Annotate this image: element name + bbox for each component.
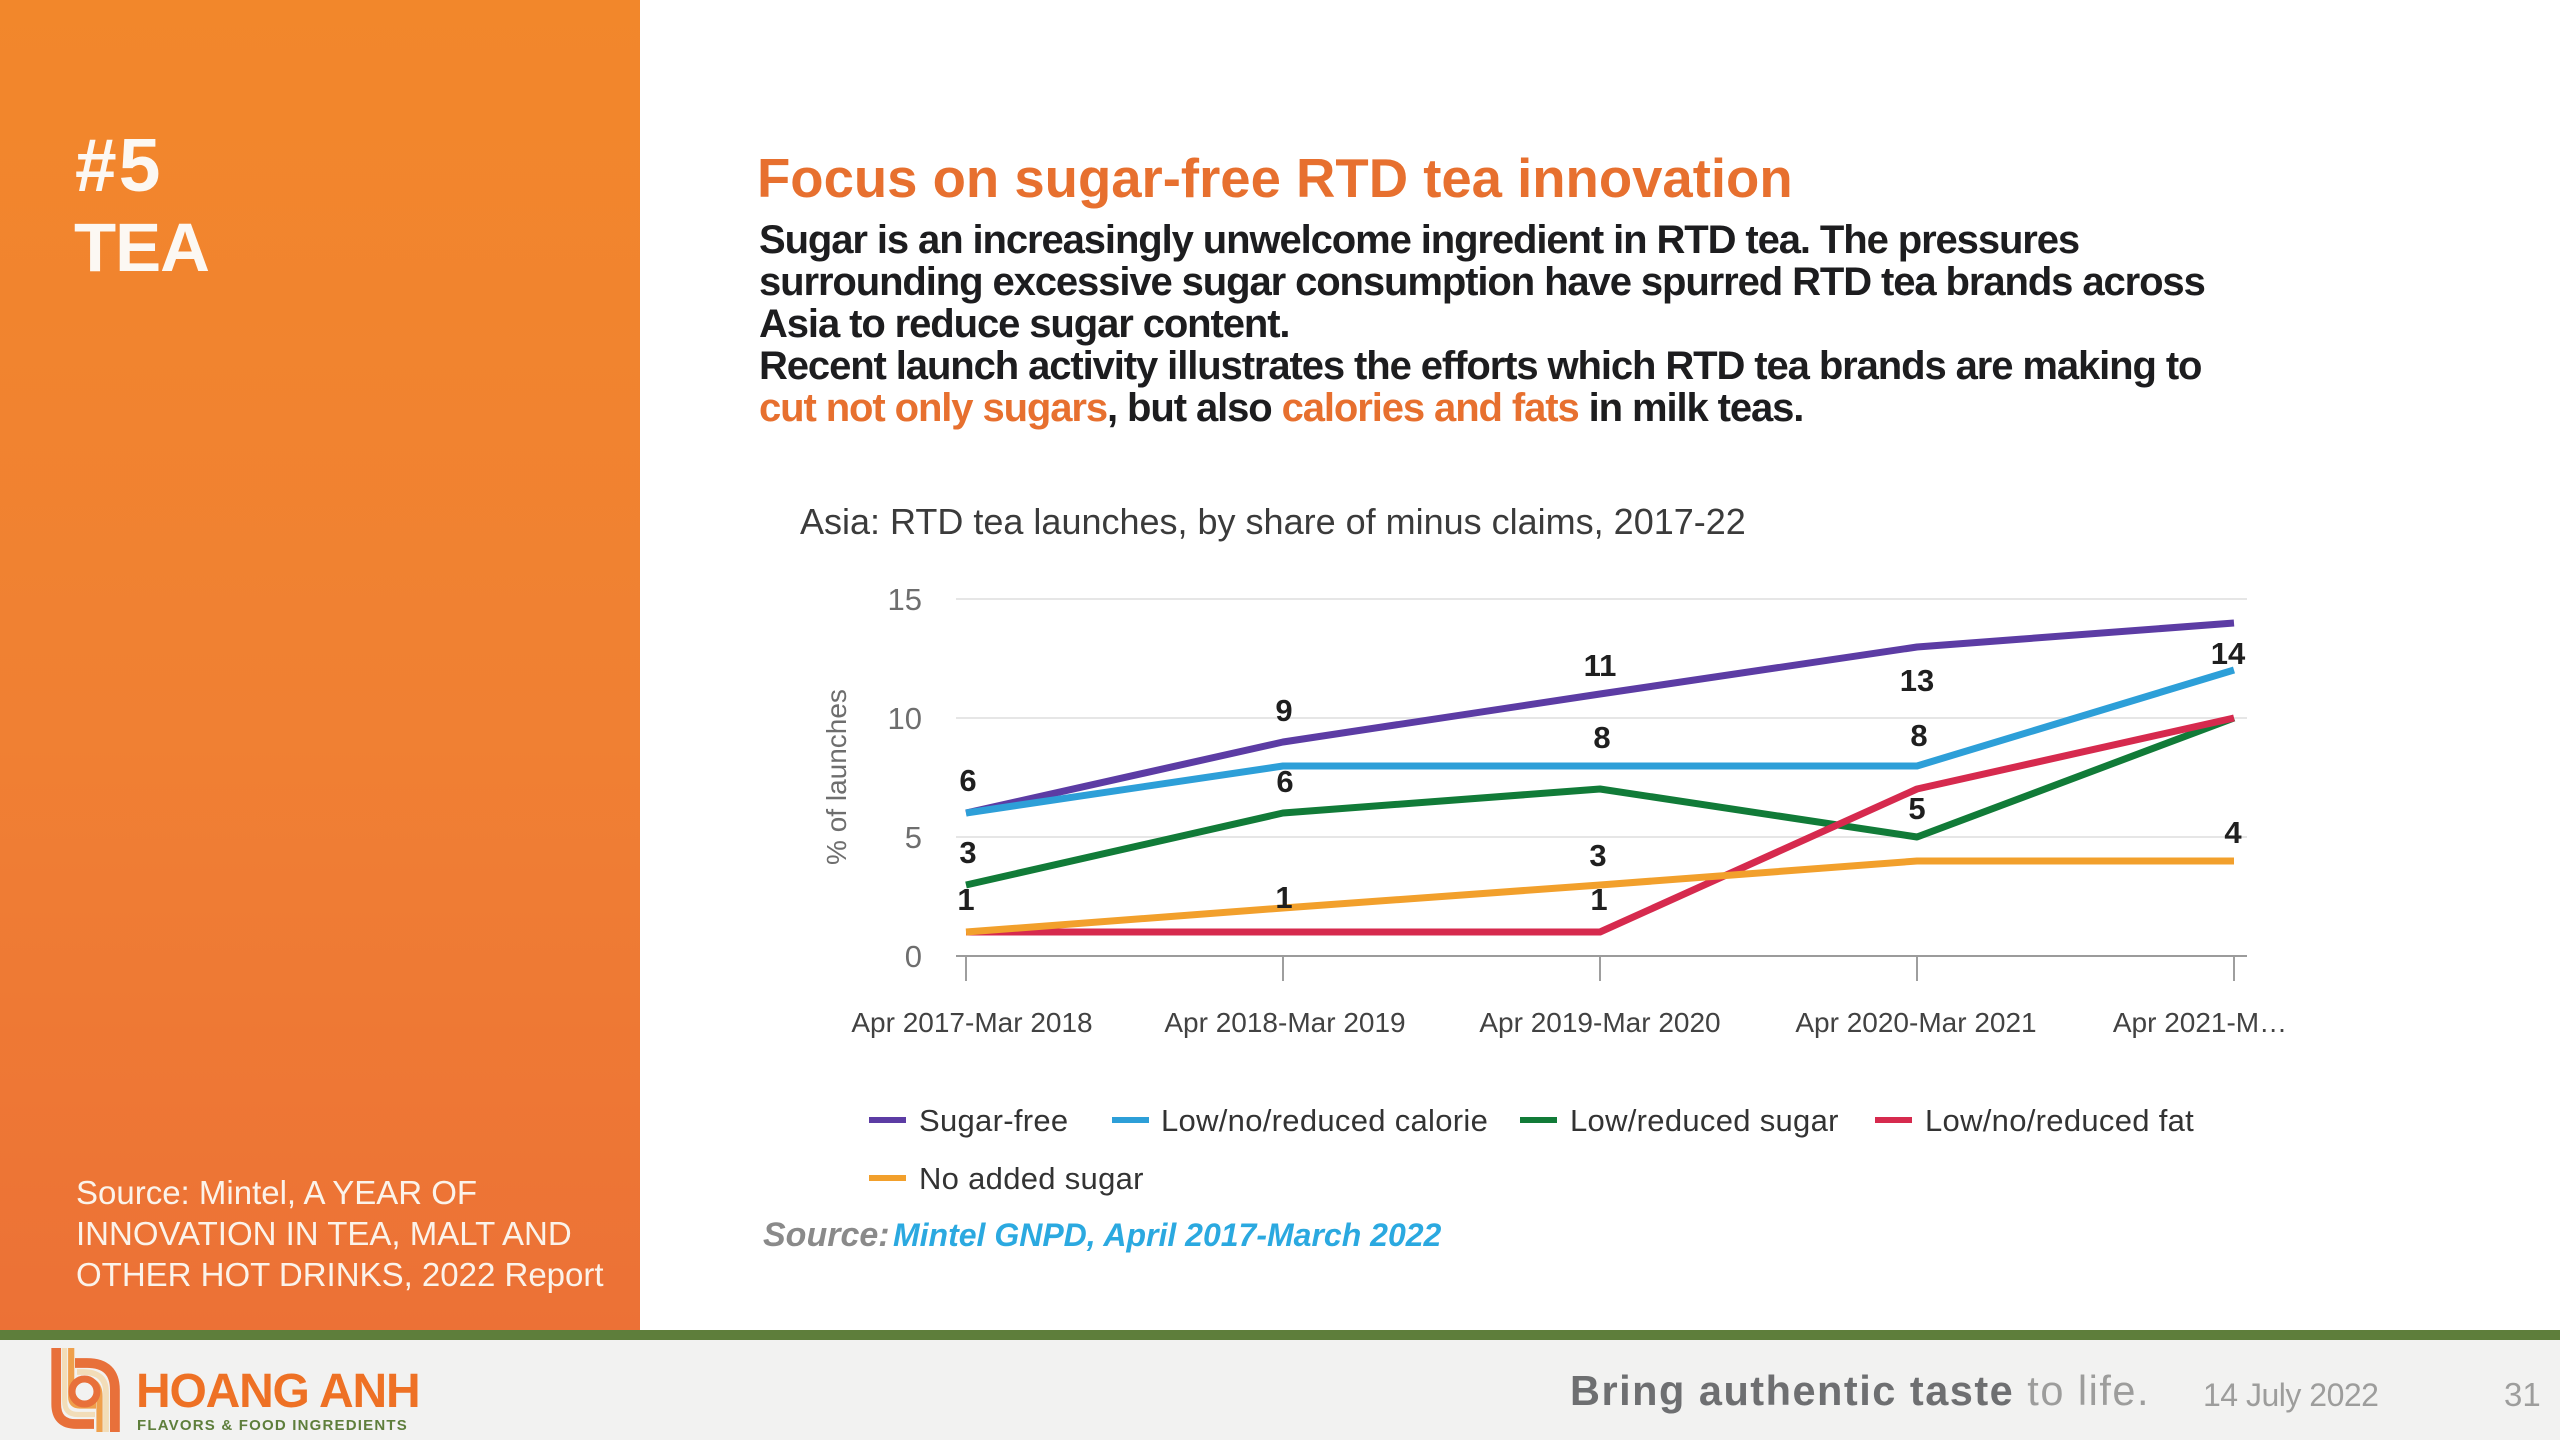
svg-text:14: 14 bbox=[2211, 636, 2246, 671]
svg-text:Apr 2017-Mar 2018: Apr 2017-Mar 2018 bbox=[851, 1007, 1092, 1038]
svg-text:Low/no/reduced fat: Low/no/reduced fat bbox=[1925, 1103, 2194, 1138]
svg-text:1: 1 bbox=[957, 882, 974, 917]
svg-text:Sugar-free: Sugar-free bbox=[919, 1103, 1068, 1138]
svg-text:Asia: RTD tea launches, by sha: Asia: RTD tea launches, by share of minu… bbox=[800, 501, 1746, 542]
svg-text:1: 1 bbox=[1590, 882, 1607, 917]
svg-text:11: 11 bbox=[1584, 648, 1617, 683]
svg-text:% of launches: % of launches bbox=[821, 689, 852, 865]
svg-text:Apr 2018-Mar 2019: Apr 2018-Mar 2019 bbox=[1164, 1007, 1405, 1038]
svg-text:6: 6 bbox=[1276, 764, 1293, 799]
svg-text:Apr 2020-Mar 2021: Apr 2020-Mar 2021 bbox=[1795, 1007, 2036, 1038]
svg-text:8: 8 bbox=[1593, 720, 1610, 755]
svg-text:Low/reduced sugar: Low/reduced sugar bbox=[1570, 1103, 1839, 1138]
svg-text:3: 3 bbox=[1589, 838, 1606, 873]
svg-text:1: 1 bbox=[1275, 880, 1292, 915]
svg-text:10: 10 bbox=[888, 701, 922, 736]
svg-text:No added sugar: No added sugar bbox=[919, 1161, 1144, 1196]
svg-text:5: 5 bbox=[1908, 791, 1925, 826]
svg-text:Mintel GNPD, April 2017-March: Mintel GNPD, April 2017-March 2022 bbox=[893, 1217, 1442, 1253]
svg-text:Source:: Source: bbox=[763, 1216, 890, 1254]
svg-text:Apr 2021-M…: Apr 2021-M… bbox=[2113, 1007, 2287, 1038]
svg-text:3: 3 bbox=[959, 835, 976, 870]
svg-text:Low/no/reduced calorie: Low/no/reduced calorie bbox=[1161, 1103, 1488, 1138]
svg-text:0: 0 bbox=[905, 939, 922, 974]
svg-text:8: 8 bbox=[1910, 718, 1927, 753]
svg-text:5: 5 bbox=[905, 820, 922, 855]
svg-text:4: 4 bbox=[2224, 815, 2242, 850]
svg-text:Apr 2019-Mar 2020: Apr 2019-Mar 2020 bbox=[1479, 1007, 1720, 1038]
svg-text:13: 13 bbox=[1900, 663, 1934, 698]
svg-text:9: 9 bbox=[1275, 693, 1292, 728]
svg-text:6: 6 bbox=[959, 763, 976, 798]
svg-text:15: 15 bbox=[888, 582, 922, 617]
